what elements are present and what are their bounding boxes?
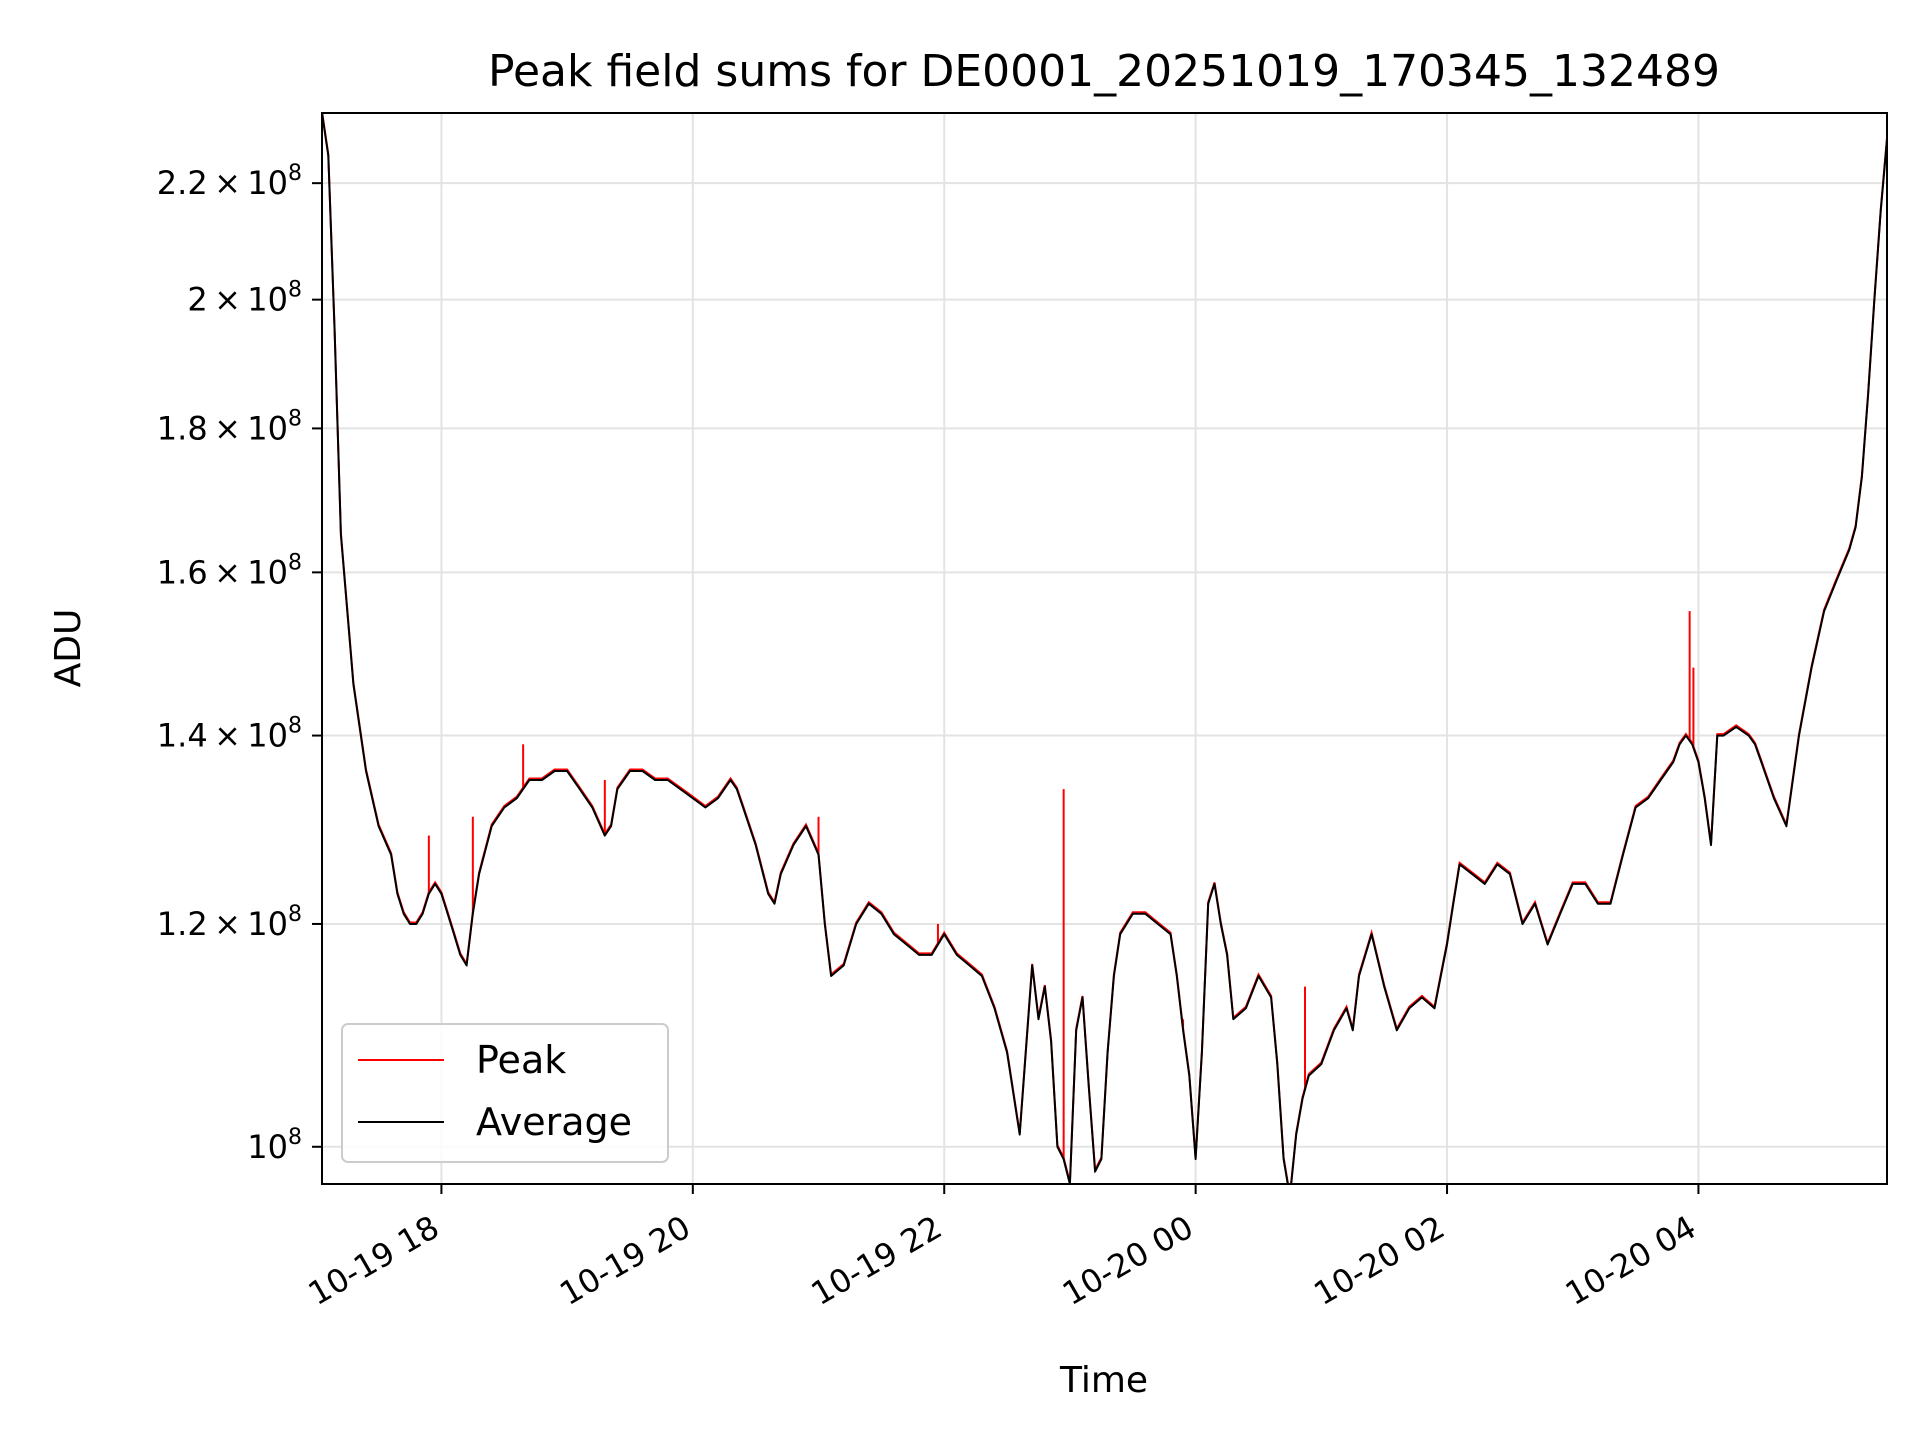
legend-label-peak: Peak xyxy=(476,1038,566,1082)
x-tick-label: 10-19 22 xyxy=(805,1208,949,1313)
y-tick-label: 1.8 × 108 xyxy=(157,406,302,447)
x-tick-label: 10-20 04 xyxy=(1559,1208,1703,1313)
x-tick-label: 10-20 00 xyxy=(1056,1208,1200,1313)
y-tick-label: 2.2 × 108 xyxy=(157,161,302,202)
gridlines xyxy=(322,113,1887,1184)
average-series-line xyxy=(322,113,1887,1184)
y-tick-label: 2 × 108 xyxy=(187,278,302,319)
x-tick-label: 10-19 20 xyxy=(553,1208,697,1313)
x-axis-label: Time xyxy=(1059,1360,1148,1401)
y-tick-label: 108 xyxy=(247,1125,302,1166)
legend: Peak Average xyxy=(341,1023,669,1163)
legend-box xyxy=(341,1023,669,1163)
chart-title: Peak field sums for DE0001_20251019_1703… xyxy=(488,46,1720,97)
x-tick-label: 10-19 18 xyxy=(302,1208,446,1313)
x-tick-label: 10-20 02 xyxy=(1307,1208,1451,1313)
legend-label-average: Average xyxy=(476,1100,632,1144)
y-axis-label: ADU xyxy=(48,609,89,688)
plot-area-frame xyxy=(321,112,1888,1185)
y-tick-label: 1.4 × 108 xyxy=(157,714,302,755)
y-tick-label: 1.6 × 108 xyxy=(157,550,302,591)
y-tick-label: 1.2 × 108 xyxy=(157,902,302,943)
plot-series xyxy=(322,113,1887,1184)
